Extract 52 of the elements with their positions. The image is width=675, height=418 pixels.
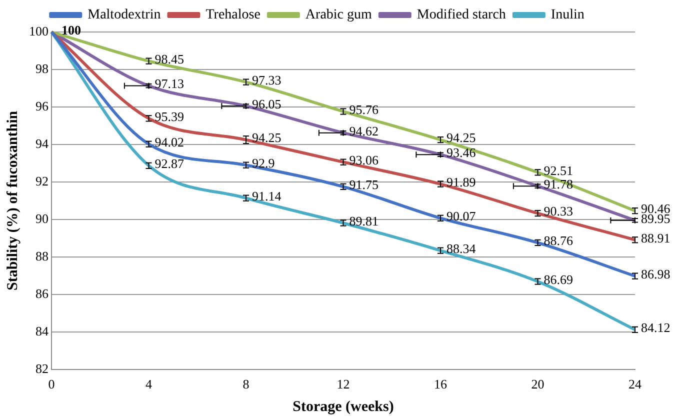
data-label: 86.98 — [641, 266, 670, 282]
data-label: 95.39 — [154, 108, 184, 124]
data-label: 86.69 — [544, 272, 573, 287]
data-label: 93.46 — [446, 145, 476, 160]
y-axis-title: Stability (%) of fucoxanthin — [4, 110, 21, 291]
y-tick-label: 96 — [36, 98, 49, 114]
data-label: 97.33 — [252, 72, 282, 88]
y-tick-label: 92 — [36, 173, 48, 188]
legend-label: Trehalose — [206, 8, 260, 23]
legend-label: Inulin — [550, 8, 584, 23]
y-tick-label: 84 — [36, 323, 49, 338]
data-label: 95.76 — [349, 102, 379, 117]
data-label: 97.13 — [154, 76, 184, 92]
x-tick-label: 12 — [336, 376, 350, 392]
data-label: 100 — [62, 22, 81, 38]
y-tick-label: 88 — [36, 248, 48, 264]
data-label: 94.62 — [349, 123, 378, 138]
data-label: 94.25 — [252, 130, 282, 146]
data-label: 94.02 — [154, 134, 184, 150]
data-label: 89.81 — [349, 213, 378, 228]
data-label: 90.33 — [544, 204, 573, 219]
x-axis-title: Storage (weeks) — [292, 398, 394, 415]
data-label: 88.34 — [446, 240, 476, 256]
data-label: 84.12 — [641, 320, 670, 336]
y-tick-label: 94 — [36, 136, 49, 151]
data-label: 91.89 — [446, 174, 476, 190]
data-label: 92.9 — [252, 156, 275, 171]
data-label: 88.76 — [544, 233, 574, 248]
x-tick-label: 20 — [531, 376, 544, 392]
data-label: 91.14 — [252, 188, 282, 204]
data-label: 96.05 — [252, 96, 282, 112]
data-label: 92.87 — [154, 156, 184, 172]
y-tick-label: 100 — [29, 23, 48, 38]
y-tick-label: 98 — [36, 60, 48, 76]
legend-label: Maltodextrin — [88, 8, 161, 23]
data-label: 93.06 — [349, 152, 379, 168]
legend-label: Modified starch — [416, 8, 506, 23]
x-tick-label: 16 — [434, 376, 448, 392]
data-label: 91.75 — [349, 177, 378, 192]
x-tick-label: 24 — [628, 376, 642, 392]
legend-label: Arabic gum — [305, 8, 372, 23]
y-tick-label: 90 — [36, 210, 48, 226]
data-label: 98.45 — [154, 51, 184, 66]
data-label: 88.91 — [641, 230, 670, 246]
data-label: 94.25 — [446, 130, 476, 146]
x-tick-label: 4 — [146, 376, 152, 392]
y-tick-label: 82 — [36, 360, 48, 376]
data-label: 90.07 — [446, 208, 476, 224]
y-tick-label: 86 — [36, 286, 49, 301]
x-tick-label: 8 — [242, 376, 250, 392]
x-tick-label: 0 — [48, 376, 55, 392]
data-label: 92.51 — [544, 162, 573, 178]
